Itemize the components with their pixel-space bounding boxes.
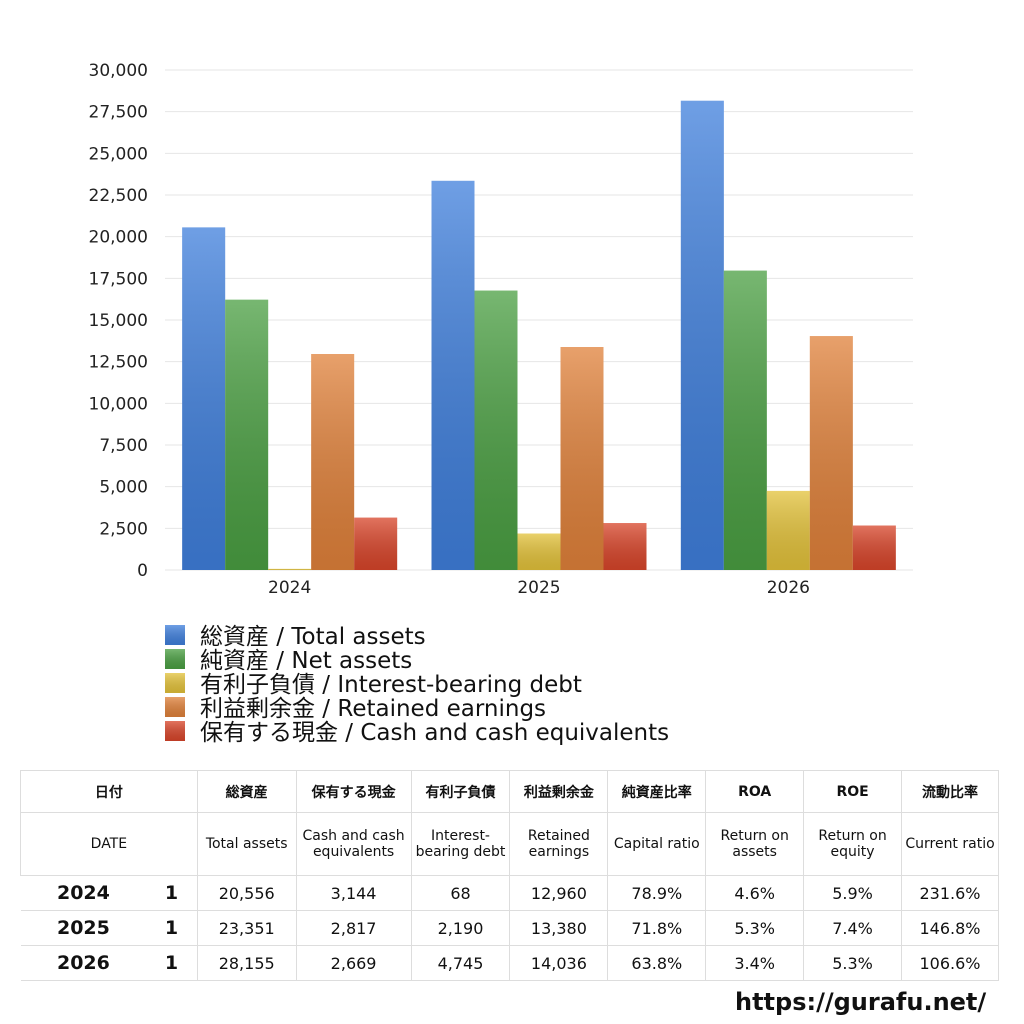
header-cell: 流動比率 — [901, 770, 999, 813]
table-cell: 71.8% — [607, 910, 707, 946]
bar — [680, 100, 724, 570]
table-cell: 5.3% — [803, 945, 902, 981]
x-tick-label: 2026 — [767, 578, 810, 598]
table-cell: 14,036 — [509, 945, 609, 981]
table-row: 2024 1 20,556 3,144 68 12,960 78.9% 4.6% 5.9% 231… — [20, 875, 999, 911]
header-cell: ROA — [705, 770, 805, 813]
table-cell: 7.4% — [803, 910, 902, 946]
table-cell: 1 — [146, 910, 198, 946]
y-tick-label: 22,500 — [89, 186, 148, 206]
bar — [517, 533, 561, 570]
table-row: 日付 総資産 保有する現金 有利子負債 利益剰余金 純資産比率 ROA ROE 流動比率 — [20, 770, 999, 813]
y-tick-label: 15,000 — [89, 311, 148, 331]
bar — [474, 290, 518, 570]
bar — [311, 354, 355, 570]
bar — [354, 517, 398, 570]
header-cell: Interest-bearing debt — [410, 812, 511, 876]
table-cell: 13,380 — [509, 910, 609, 946]
header-cell: 日付 — [20, 770, 198, 813]
header-cell: 保有する現金 — [295, 770, 412, 813]
table-cell: 23,351 — [196, 910, 297, 946]
table-cell: 78.9% — [607, 875, 707, 911]
table-cell: 2024 — [20, 875, 147, 911]
table-cell: 2,190 — [410, 910, 511, 946]
header-cell: 利益剰余金 — [509, 770, 609, 813]
bar — [852, 525, 896, 570]
bar — [182, 227, 226, 570]
table-cell: 12,960 — [509, 875, 609, 911]
legend-label: 保有する現金 / Cash and cash equivalents — [200, 720, 669, 746]
table-cell: 5.9% — [803, 875, 902, 911]
y-tick-label: 7,500 — [99, 436, 148, 456]
header-cell: Return on equity — [803, 812, 902, 876]
header-cell: Return on assets — [705, 812, 805, 876]
bar — [766, 490, 810, 570]
bar — [225, 299, 269, 570]
legend-label: 有利子負債 / Interest-bearing debt — [200, 672, 582, 698]
table-row: 2026 1 28,155 2,669 4,745 14,036 63.8% 3.4% 5.3%… — [20, 945, 999, 981]
table-cell: 1 — [146, 945, 198, 981]
legend-label: 利益剰余金 / Retained earnings — [200, 696, 546, 722]
y-tick-label: 10,000 — [89, 394, 148, 414]
table-cell: 2025 — [20, 910, 147, 946]
table-cell: 3,144 — [295, 875, 412, 911]
header-cell: 有利子負債 — [410, 770, 511, 813]
table-cell: 5.3% — [705, 910, 805, 946]
table-cell: 2,817 — [295, 910, 412, 946]
bar — [560, 347, 604, 570]
header-cell: 総資産 — [196, 770, 297, 813]
y-tick-label: 25,000 — [89, 144, 148, 164]
legend-swatch-shade — [165, 649, 185, 669]
header-cell: Cash and cash equivalents — [295, 812, 412, 876]
header-cell: ROE — [803, 770, 902, 813]
footer-url: https://gurafu.net/ — [735, 988, 987, 1016]
y-tick-label: 0 — [137, 561, 148, 581]
header-cell: Retained earnings — [509, 812, 609, 876]
table-cell: 20,556 — [196, 875, 297, 911]
header-cell: Capital ratio — [607, 812, 707, 876]
legend-label: 純資産 / Net assets — [200, 648, 412, 674]
y-tick-label: 17,500 — [89, 269, 148, 289]
table-cell: 106.6% — [901, 945, 999, 981]
legend-swatch-shade — [165, 673, 185, 693]
table-cell: 2026 — [20, 945, 147, 981]
table-cell: 1 — [146, 875, 198, 911]
legend-swatch-shade — [165, 721, 185, 741]
table-cell: 68 — [410, 875, 511, 911]
header-cell: Total assets — [196, 812, 297, 876]
x-tick-label: 2024 — [268, 578, 311, 598]
y-tick-label: 2,500 — [99, 519, 148, 539]
legend-swatch-shade — [165, 625, 185, 645]
bar — [603, 523, 647, 570]
table-row: DATE Total assets Cash and cash equivalent… — [20, 812, 999, 876]
y-tick-label: 12,500 — [89, 353, 148, 373]
table-cell: 3.4% — [705, 945, 805, 981]
y-tick-label: 30,000 — [89, 61, 148, 81]
bar — [431, 180, 475, 571]
table-cell: 231.6% — [901, 875, 999, 911]
header-cell: Current ratio — [901, 812, 999, 876]
table-cell: 2,669 — [295, 945, 412, 981]
table-cell: 4.6% — [705, 875, 805, 911]
bar — [723, 270, 767, 570]
table-cell: 4,745 — [410, 945, 511, 981]
legend-swatch-shade — [165, 697, 185, 717]
bar — [268, 568, 312, 570]
header-cell: DATE — [20, 812, 198, 876]
y-tick-label: 20,000 — [89, 228, 148, 248]
header-cell: 純資産比率 — [607, 770, 707, 813]
table-cell: 146.8% — [901, 910, 999, 946]
bar — [809, 336, 853, 570]
table-row: 2025 1 23,351 2,817 2,190 13,380 71.8% 5.3% 7.4%… — [20, 910, 999, 946]
x-tick-label: 2025 — [517, 578, 560, 598]
table-cell: 63.8% — [607, 945, 707, 981]
y-tick-label: 27,500 — [89, 103, 148, 123]
legend-label: 総資産 / Total assets — [200, 624, 426, 650]
y-tick-label: 5,000 — [99, 478, 148, 498]
chart: 0 2,500 5,000 7,500 10,000 12,500 15,000 17,500… — [89, 61, 913, 746]
table-cell: 28,155 — [196, 945, 297, 981]
data-table: 日付 総資産 保有する現金 有利子負債 利益剰余金 純資産比率 ROA ROE 流動比率 DATE… — [20, 770, 999, 981]
